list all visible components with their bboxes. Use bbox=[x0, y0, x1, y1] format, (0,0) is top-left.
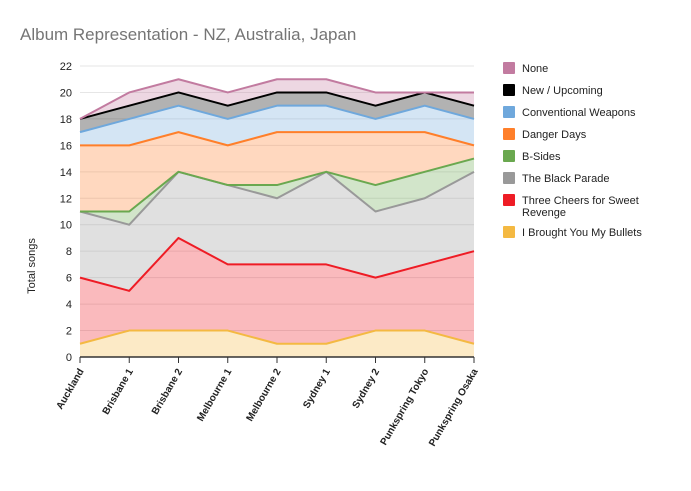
x-tick-label: Brisbane 1 bbox=[101, 367, 136, 417]
line-conventional-weapons bbox=[79, 104, 475, 134]
area-the-black-parade bbox=[80, 171, 474, 291]
line-b-sides bbox=[80, 157, 475, 213]
stacked-areas bbox=[80, 79, 474, 357]
x-tick-label: Melbourne 2 bbox=[245, 367, 284, 424]
y-tick-label: 12 bbox=[60, 193, 72, 205]
chart-title: Album Representation - NZ, Australia, Ja… bbox=[20, 25, 356, 44]
y-tick-label: 22 bbox=[60, 61, 72, 73]
y-tick-label: 0 bbox=[66, 352, 72, 364]
area-new-upcoming bbox=[80, 92, 474, 133]
x-tick-label: Punkspring Tokyo bbox=[379, 367, 432, 447]
legend-label-b-sides: B-Sides bbox=[522, 151, 561, 163]
line-the-black-parade bbox=[79, 170, 475, 226]
line-three-cheers-for-sweet-revenge bbox=[79, 236, 475, 292]
legend-label-new-upcoming: New / Upcoming bbox=[522, 85, 603, 97]
legend-label-none: None bbox=[522, 63, 548, 75]
legend-swatch-three-cheers-for-sweet-revenge bbox=[503, 194, 515, 206]
legend-label-danger-days: Danger Days bbox=[522, 129, 587, 141]
y-tick-label: 6 bbox=[66, 273, 72, 285]
x-tick-label: Auckland bbox=[55, 367, 87, 411]
x-tick-label: Sydney 2 bbox=[351, 367, 383, 411]
y-tick-label: 18 bbox=[60, 114, 72, 126]
line-none bbox=[79, 78, 474, 120]
legend-swatch-new-upcoming bbox=[503, 84, 515, 96]
legend-swatch-conventional-weapons bbox=[503, 106, 515, 118]
y-tick-label: 2 bbox=[66, 326, 72, 338]
legend-label-three-cheers-for-sweet-revenge: Three Cheers for Sweet Revenge bbox=[522, 195, 639, 219]
line-i-brought-you-my-bullets bbox=[79, 329, 475, 345]
x-tick-label: Sydney 1 bbox=[301, 367, 333, 411]
y-tick-label: 16 bbox=[60, 140, 72, 152]
y-tick-label: 20 bbox=[60, 87, 72, 99]
legend-swatch-i-brought-you-my-bullets bbox=[503, 226, 515, 238]
line-danger-days bbox=[80, 131, 475, 147]
area-three-cheers-for-sweet-revenge bbox=[80, 237, 474, 344]
legend: None New / Upcoming Conventional Weapons Da… bbox=[503, 62, 642, 239]
x-tick-label: Punkspring Osaka bbox=[427, 367, 481, 449]
area-danger-days bbox=[80, 132, 474, 212]
y-tick-label: 10 bbox=[60, 220, 72, 232]
area-b-sides bbox=[80, 158, 474, 225]
series-lines bbox=[79, 78, 475, 345]
y-axis-label: Total songs bbox=[26, 238, 38, 294]
legend-label-conventional-weapons: Conventional Weapons bbox=[522, 107, 636, 119]
y-tick-label: 4 bbox=[66, 299, 72, 311]
legend-label-the-black-parade: The Black Parade bbox=[522, 173, 609, 185]
legend-swatch-danger-days bbox=[503, 128, 515, 140]
area-none bbox=[80, 79, 474, 119]
legend-swatch-b-sides bbox=[503, 150, 515, 162]
legend-swatch-none bbox=[503, 62, 515, 74]
legend-swatch-the-black-parade bbox=[503, 172, 515, 184]
area-conventional-weapons bbox=[80, 105, 474, 146]
legend-label-i-brought-you-my-bullets: I Brought You My Bullets bbox=[522, 227, 642, 239]
x-tick-label: Melbourne 1 bbox=[195, 367, 234, 424]
line-new-upcoming bbox=[79, 91, 475, 120]
x-tick-label: Brisbane 2 bbox=[150, 367, 185, 417]
y-tick-label: 14 bbox=[60, 167, 72, 179]
y-tick-label: 8 bbox=[66, 246, 72, 258]
